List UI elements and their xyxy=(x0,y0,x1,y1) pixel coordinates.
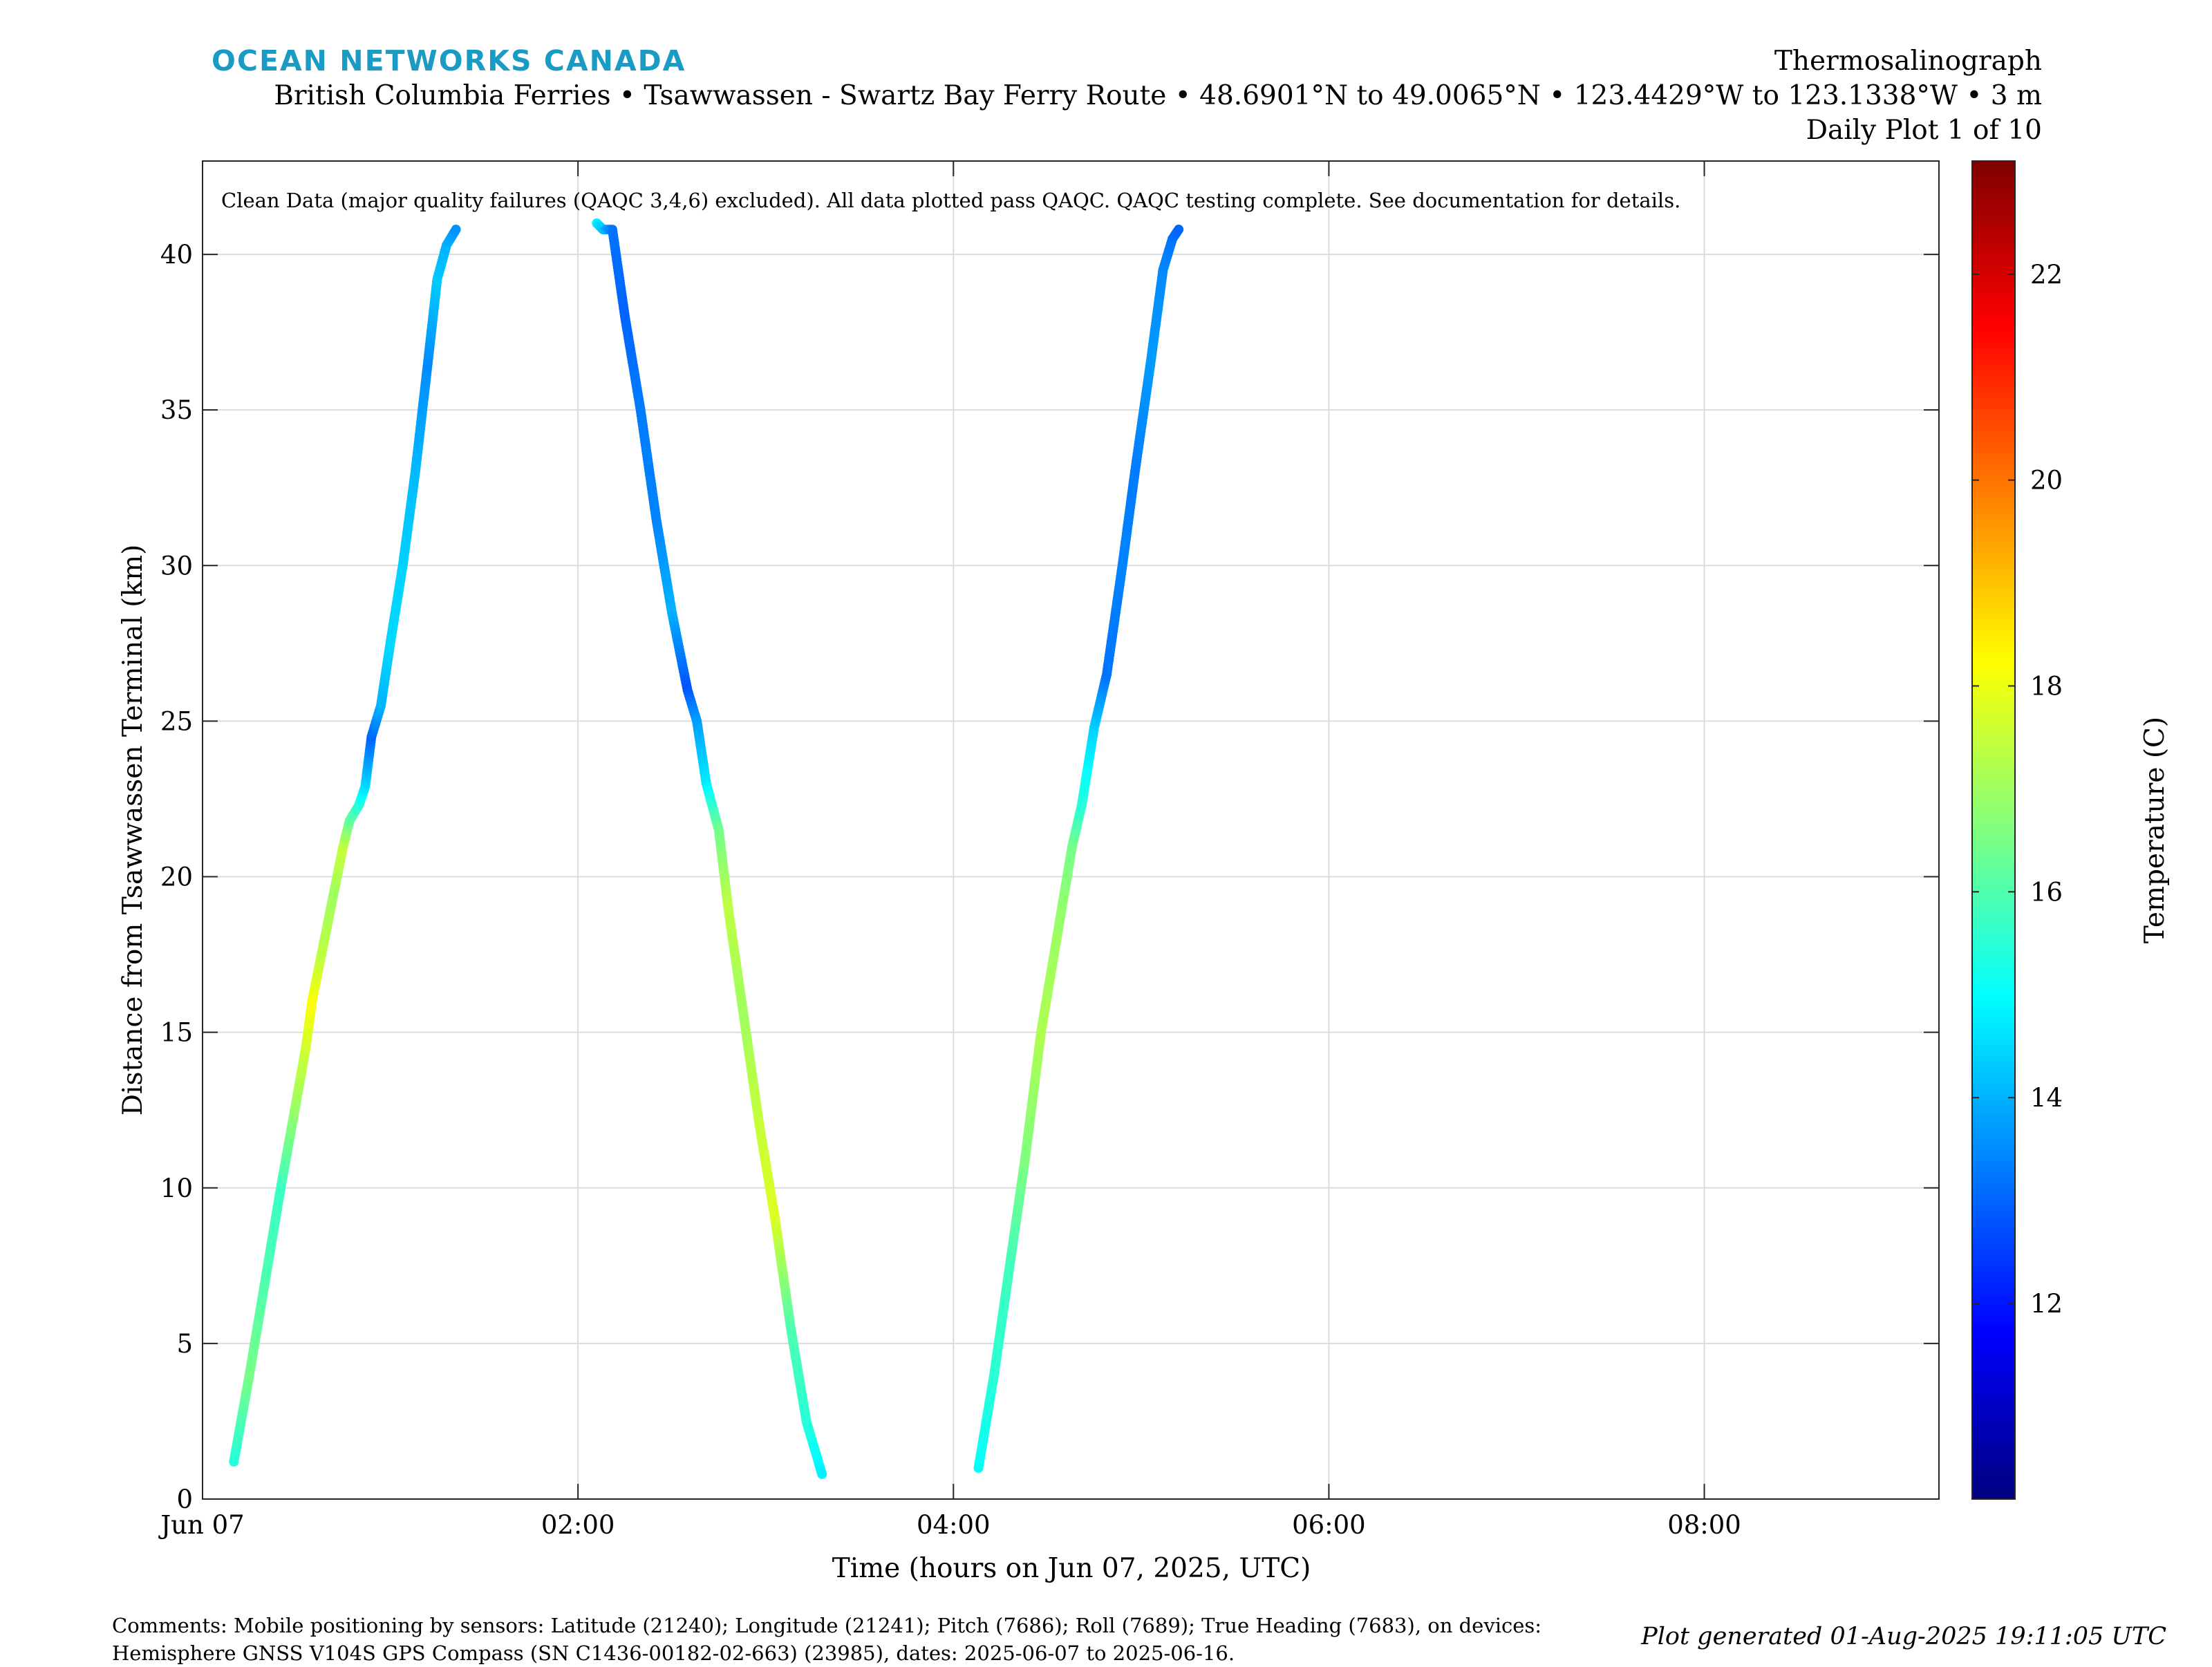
y-tick-label: 25 xyxy=(160,706,193,736)
colorbar-frame xyxy=(1971,160,2016,1500)
colorbar-tick-label: 22 xyxy=(2030,260,2063,290)
comments-line-2: Hemisphere GNSS V104S GPS Compass (SN C1… xyxy=(112,1641,1235,1665)
grid-lines xyxy=(202,161,1939,1500)
data-point xyxy=(1174,225,1184,235)
x-tick-label: 02:00 xyxy=(541,1510,615,1540)
y-axis-label: Distance from Tsawwassen Terminal (km) xyxy=(118,545,149,1116)
instrument-title: Thermosalinograph xyxy=(1774,46,2042,77)
y-tick-label: 15 xyxy=(160,1018,193,1048)
y-tick-label: 30 xyxy=(160,551,193,581)
x-tick-label: 06:00 xyxy=(1292,1510,1366,1540)
colorbar-tick-label: 18 xyxy=(2030,672,2063,701)
x-tick-label: 04:00 xyxy=(917,1510,991,1540)
comments-line-1: Comments: Mobile positioning by sensors:… xyxy=(112,1614,1542,1637)
route-subtitle: British Columbia Ferries • Tsawwassen - … xyxy=(274,80,2042,111)
x-tick-label: Jun 07 xyxy=(158,1510,244,1540)
y-tick-label: 5 xyxy=(176,1329,193,1359)
y-tick-label: 10 xyxy=(160,1174,193,1203)
y-tick-label: 20 xyxy=(160,863,193,892)
y-tick-label: 40 xyxy=(160,240,193,270)
data-point xyxy=(817,1469,827,1479)
colorbar-tick-label: 20 xyxy=(2030,466,2063,496)
colorbar-tick-label: 16 xyxy=(2030,877,2063,907)
colorbar-tick-label: 14 xyxy=(2030,1083,2063,1113)
plot-index: Daily Plot 1 of 10 xyxy=(1806,115,2042,146)
colorbar xyxy=(1972,161,2015,1499)
brand-logo-text: OCEAN NETWORKS CANADA xyxy=(212,44,686,77)
x-tick-label: 08:00 xyxy=(1667,1510,1741,1540)
data-point xyxy=(451,225,461,235)
comments: Comments: Mobile positioning by sensors:… xyxy=(112,1612,1541,1667)
plot-frame xyxy=(202,160,1940,1500)
colorbar-tick-label: 12 xyxy=(2030,1289,2063,1319)
y-tick-labels: 0 5 10 15 20 25 30 35 40 xyxy=(160,240,193,1514)
axis-ticks xyxy=(202,161,1939,1500)
y-tick-label: 35 xyxy=(160,395,193,425)
data-points xyxy=(229,218,1184,1479)
x-axis-label: Time (hours on Jun 07, 2025, UTC) xyxy=(832,1553,1311,1584)
colorbar-label: Temperature (C) xyxy=(2139,717,2171,943)
x-tick-labels: Jun 07 02:00 04:00 06:00 08:00 xyxy=(158,1510,1741,1540)
qaqc-annotation: Clean Data (major quality failures (QAQC… xyxy=(221,189,1680,212)
y-tick-label: 0 xyxy=(176,1485,193,1514)
colorbar-ticks: 12 14 16 18 20 22 xyxy=(1972,260,2063,1319)
generated-timestamp: Plot generated 01-Aug-2025 19:11:05 UTC xyxy=(1641,1623,2166,1650)
